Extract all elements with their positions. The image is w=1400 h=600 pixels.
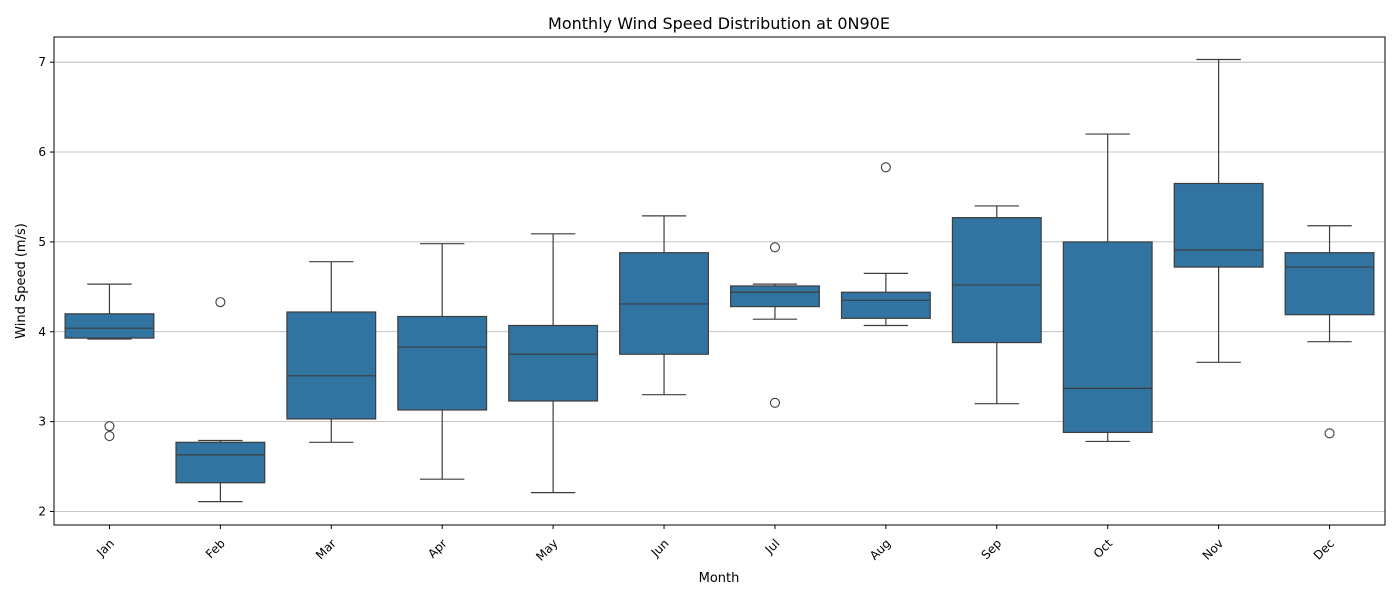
outlier-point (104, 421, 115, 432)
iqr-box (729, 285, 820, 308)
box-group (508, 233, 599, 494)
boxes (64, 58, 1375, 503)
x-tick-label: Jun (648, 536, 672, 560)
iqr-box (951, 217, 1042, 344)
y-tick-label: 5 (38, 235, 46, 249)
outlier-point (215, 297, 226, 308)
y-tick-label: 7 (38, 55, 46, 69)
box-group (286, 261, 377, 443)
x-tick-label: Oct (1091, 536, 1116, 561)
outlier-point (104, 430, 115, 442)
box-group (64, 283, 155, 442)
x-tick-label: Apr (425, 536, 450, 561)
y-tick-label: 4 (38, 325, 46, 339)
gridlines (54, 61, 1385, 512)
outlier-point (769, 397, 781, 408)
x-tick-label: Sep (978, 536, 1004, 562)
box-group (1284, 225, 1375, 439)
box-group (1062, 133, 1153, 443)
y-axis-label: Wind Speed (m/s) (14, 223, 29, 339)
box-group (1173, 58, 1264, 363)
box-group (619, 215, 710, 396)
x-tick-label: Jan (93, 536, 117, 560)
y-tick-label: 6 (38, 145, 46, 159)
iqr-box (175, 441, 266, 484)
box-group (175, 297, 266, 503)
iqr-box (397, 315, 488, 411)
chart-title: Monthly Wind Speed Distribution at 0N90E (548, 14, 890, 33)
y-tick-label: 3 (38, 415, 46, 429)
outlier-point (769, 242, 781, 253)
x-tick-label: Dec (1311, 536, 1337, 562)
box-group (840, 162, 931, 327)
iqr-box (1284, 252, 1375, 316)
box-group (729, 242, 820, 408)
box-group (397, 243, 488, 480)
x-axis-label: Month (699, 571, 740, 586)
iqr-box (286, 311, 377, 420)
box-group (951, 205, 1042, 405)
x-tick-label: Jul (762, 536, 783, 557)
plot-area-frame (53, 36, 1386, 526)
x-axis: Jan Feb Mar Apr May Jun Jul Aug Sep Oct Nov Dec (93, 525, 1337, 564)
iqr-box (1173, 182, 1264, 268)
x-tick-label: Aug (867, 536, 893, 562)
iqr-box (1062, 241, 1153, 434)
outlier-point (1324, 428, 1335, 439)
iqr-box (64, 313, 155, 339)
x-tick-label: Feb (203, 536, 228, 561)
outlier-point (880, 162, 891, 173)
x-tick-label: May (533, 536, 560, 563)
iqr-box (508, 324, 599, 402)
x-tick-label: Mar (313, 536, 339, 562)
y-axis: 2 3 4 5 6 7 (38, 55, 54, 519)
x-tick-label: Nov (1200, 536, 1226, 562)
y-tick-label: 2 (38, 505, 46, 519)
iqr-box (840, 291, 931, 319)
